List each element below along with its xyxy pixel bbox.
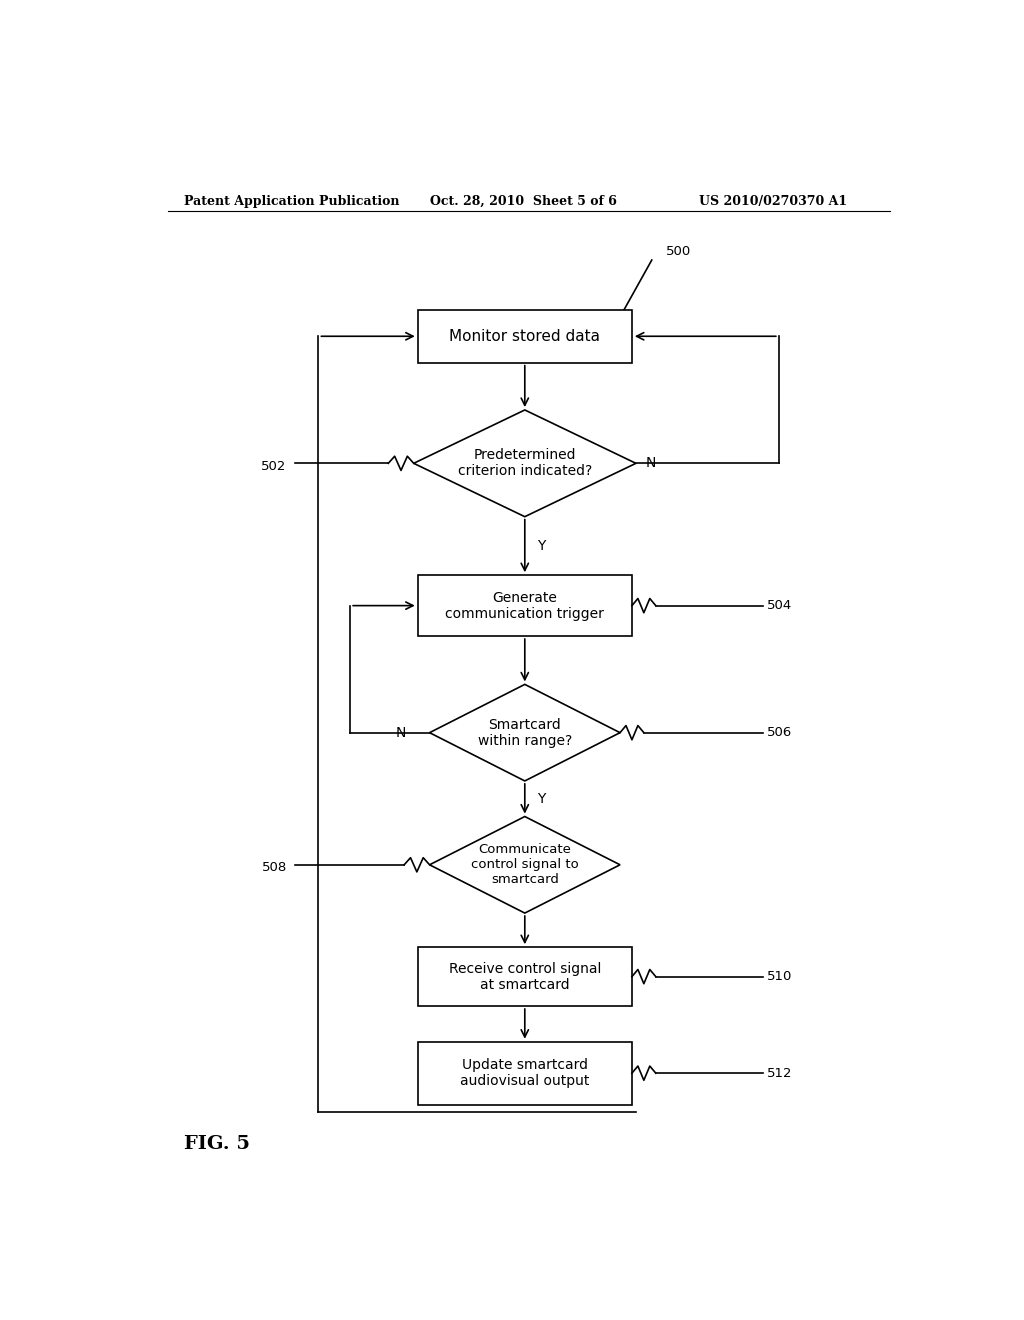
Text: Patent Application Publication: Patent Application Publication bbox=[183, 194, 399, 207]
Text: Receive control signal
at smartcard: Receive control signal at smartcard bbox=[449, 961, 601, 991]
Text: Y: Y bbox=[538, 539, 546, 553]
Text: 508: 508 bbox=[261, 862, 287, 874]
Polygon shape bbox=[430, 817, 620, 913]
FancyBboxPatch shape bbox=[418, 948, 632, 1006]
Text: US 2010/0270370 A1: US 2010/0270370 A1 bbox=[699, 194, 848, 207]
Polygon shape bbox=[430, 684, 620, 781]
FancyBboxPatch shape bbox=[418, 310, 632, 363]
Text: 500: 500 bbox=[666, 246, 691, 259]
Text: 502: 502 bbox=[261, 459, 287, 473]
Text: Monitor stored data: Monitor stored data bbox=[450, 329, 600, 343]
Text: FIG. 5: FIG. 5 bbox=[183, 1135, 250, 1154]
Text: 512: 512 bbox=[767, 1067, 793, 1080]
FancyBboxPatch shape bbox=[418, 1041, 632, 1105]
Text: Generate
communication trigger: Generate communication trigger bbox=[445, 590, 604, 620]
Text: N: N bbox=[645, 457, 655, 470]
FancyBboxPatch shape bbox=[418, 576, 632, 636]
Text: Y: Y bbox=[538, 792, 546, 805]
Text: Predetermined
criterion indicated?: Predetermined criterion indicated? bbox=[458, 449, 592, 478]
Text: Oct. 28, 2010  Sheet 5 of 6: Oct. 28, 2010 Sheet 5 of 6 bbox=[430, 194, 616, 207]
Text: 504: 504 bbox=[767, 599, 793, 612]
Polygon shape bbox=[414, 411, 636, 516]
Text: Smartcard
within range?: Smartcard within range? bbox=[477, 718, 572, 747]
Text: Communicate
control signal to
smartcard: Communicate control signal to smartcard bbox=[471, 843, 579, 886]
Text: 510: 510 bbox=[767, 970, 793, 983]
Text: N: N bbox=[395, 726, 406, 739]
Text: Update smartcard
audiovisual output: Update smartcard audiovisual output bbox=[460, 1059, 590, 1088]
Text: 506: 506 bbox=[767, 726, 793, 739]
